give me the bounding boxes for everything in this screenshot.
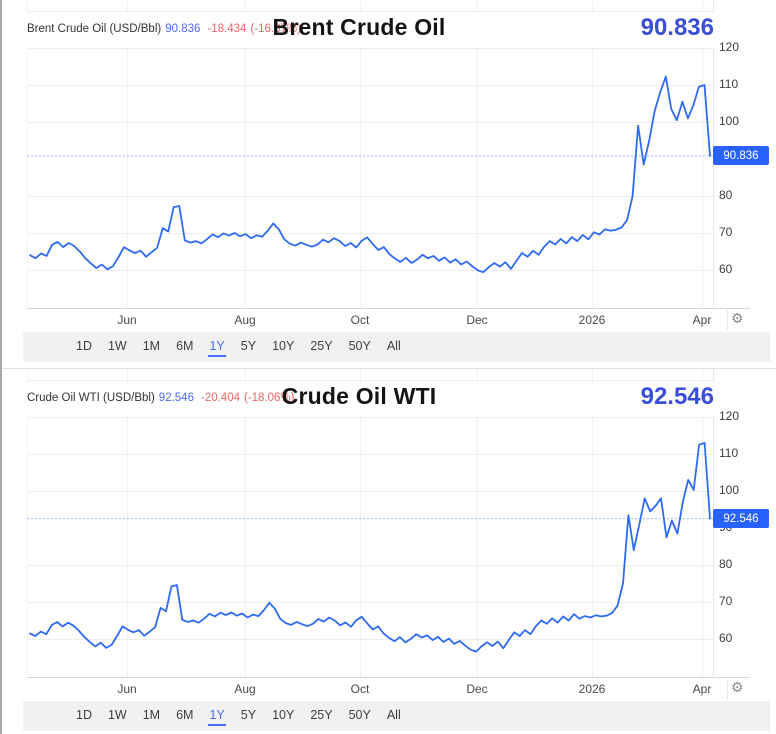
instrument-last-price: 92.546 [158,392,194,404]
range-button-6m[interactable]: 6M [176,708,194,722]
y-axis-tick: 60 [719,631,733,645]
gear-icon[interactable]: ⚙ [731,310,744,326]
y-axis-tick: 110 [719,446,739,460]
y-axis-tick: 70 [719,225,733,239]
x-axis-label: Apr [692,682,712,696]
chart-header: Brent Crude Oil (USD/Bbl) 90.836 -18.434 (-… [2,13,776,47]
chart-title: Crude Oil WTI [281,383,437,409]
y-axis-tick: 100 [719,483,740,497]
x-axis-label: 2026 [578,682,606,696]
x-axis-label: Jun [117,682,137,696]
range-button-1w[interactable]: 1W [107,339,127,353]
instrument-summary: Crude Oil WTI (USD/Bbl) 92.546 -20.404 (-18… [27,392,295,404]
y-axis-tick: 70 [719,594,733,608]
range-button-10y[interactable]: 10Y [272,708,295,722]
x-axis-label: Dec [466,313,488,327]
chart-title: Brent Crude Oil [272,14,446,40]
instrument-label: Crude Oil WTI (USD/Bbl) [27,392,155,404]
range-button-5y[interactable]: 5Y [240,339,257,353]
current-price-badge: 92.546 [713,509,769,529]
gear-icon[interactable]: ⚙ [731,679,744,695]
y-axis-tick: 120 [719,40,740,54]
axis-gear-separator [727,679,728,699]
instrument-label: Brent Crude Oil (USD/Bbl) [27,23,162,35]
x-axis-label: Oct [350,682,370,696]
x-axis-label: Aug [234,313,256,327]
range-button-all[interactable]: All [386,339,401,353]
range-button-1y[interactable]: 1Y [208,337,226,357]
range-button-25y[interactable]: 25Y [310,339,333,353]
x-axis-label: Jun [117,313,137,327]
x-axis-label: Oct [350,313,370,327]
range-button-1w[interactable]: 1W [107,708,127,722]
instrument-change: -18.434 [207,23,247,35]
instrument-change-percent: (-16.87%) [250,23,301,35]
y-axis-tick: 110 [719,77,739,91]
instrument-last-price: 90.836 [165,23,201,35]
instrument-change-percent: (-18.06%) [244,392,295,404]
x-axis-label: Dec [466,682,488,696]
price-line-chart-brent-crude-oil[interactable] [2,0,776,368]
x-axis-label: 2026 [578,313,606,327]
y-axis-tick: 80 [719,188,733,202]
y-axis-tick: 80 [719,557,733,571]
range-button-1d[interactable]: 1D [76,339,92,353]
range-button-1y[interactable]: 1Y [208,706,226,726]
chart-panel-crude-oil-wti: Crude Oil WTI (USD/Bbl) 92.546 -20.404 (-18… [2,368,776,733]
price-line-path [29,75,711,274]
chart-panel-brent-crude-oil: Brent Crude Oil (USD/Bbl) 90.836 -18.434 (-… [2,0,776,368]
range-button-50y[interactable]: 50Y [348,339,371,353]
y-axis-tick: 100 [719,114,740,128]
range-button-50y[interactable]: 50Y [348,708,371,722]
axis-gear-separator [727,310,728,330]
range-button-5y[interactable]: 5Y [240,708,257,722]
range-button-10y[interactable]: 10Y [272,339,295,353]
chart-header: Crude Oil WTI (USD/Bbl) 92.546 -20.404 (-18… [2,382,776,416]
instrument-summary: Brent Crude Oil (USD/Bbl) 90.836 -18.434 (-… [27,23,301,35]
range-button-6m[interactable]: 6M [176,339,194,353]
x-axis-label: Aug [234,682,256,696]
big-last-price: 90.836 [640,14,714,41]
range-selector-bar: 1D 1W 1M 6M 1Y 5Y 10Y 25Y 50Y All [23,701,770,731]
range-button-1m[interactable]: 1M [142,339,161,353]
x-axis-label: Apr [692,313,712,327]
current-price-badge: 90.836 [713,146,769,166]
price-line-chart-crude-oil-wti[interactable] [2,369,776,733]
price-line-path [29,442,711,653]
range-button-1m[interactable]: 1M [142,708,161,722]
big-last-price: 92.546 [640,383,714,410]
range-button-1d[interactable]: 1D [76,708,92,722]
range-button-all[interactable]: All [386,708,401,722]
y-axis-tick: 120 [719,409,740,423]
range-button-25y[interactable]: 25Y [310,708,333,722]
y-axis-tick: 60 [719,262,733,276]
range-selector-bar: 1D 1W 1M 6M 1Y 5Y 10Y 25Y 50Y All [23,332,770,362]
instrument-change: -20.404 [200,392,240,404]
